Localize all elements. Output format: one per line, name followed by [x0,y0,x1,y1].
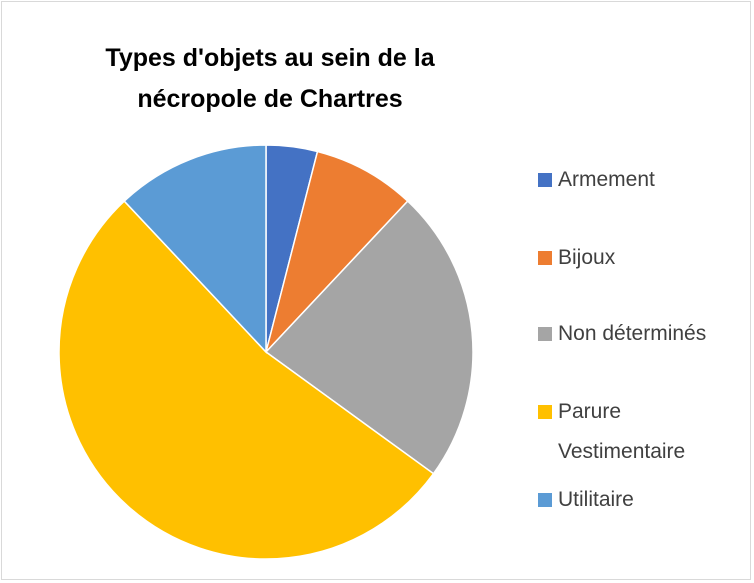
legend-label: Parure Vestimentaire [558,400,686,463]
pie-slice [264,200,474,475]
legend-label: Non déterminés [558,322,707,345]
legend-item: Non déterminés [538,314,738,354]
legend-swatch [538,405,552,419]
legend-item: Utilitaire [538,480,738,520]
legend-item: Bijoux [538,238,738,278]
legend-label: Utilitaire [558,488,634,511]
legend-swatch [538,251,552,265]
chart-title: Types d'objets au sein de la nécropole d… [105,44,435,113]
legend-swatch [538,493,552,507]
legend-label: Bijoux [558,246,616,269]
legend-label: Armement [558,168,655,191]
legend-item: Armement [538,160,738,200]
legend-swatch [538,327,552,341]
pie-slice [58,200,435,560]
legend-swatch [538,173,552,187]
legend-item: Parure Vestimentaire [538,392,738,472]
pie-slice [265,150,409,353]
pie-slice [123,144,267,354]
